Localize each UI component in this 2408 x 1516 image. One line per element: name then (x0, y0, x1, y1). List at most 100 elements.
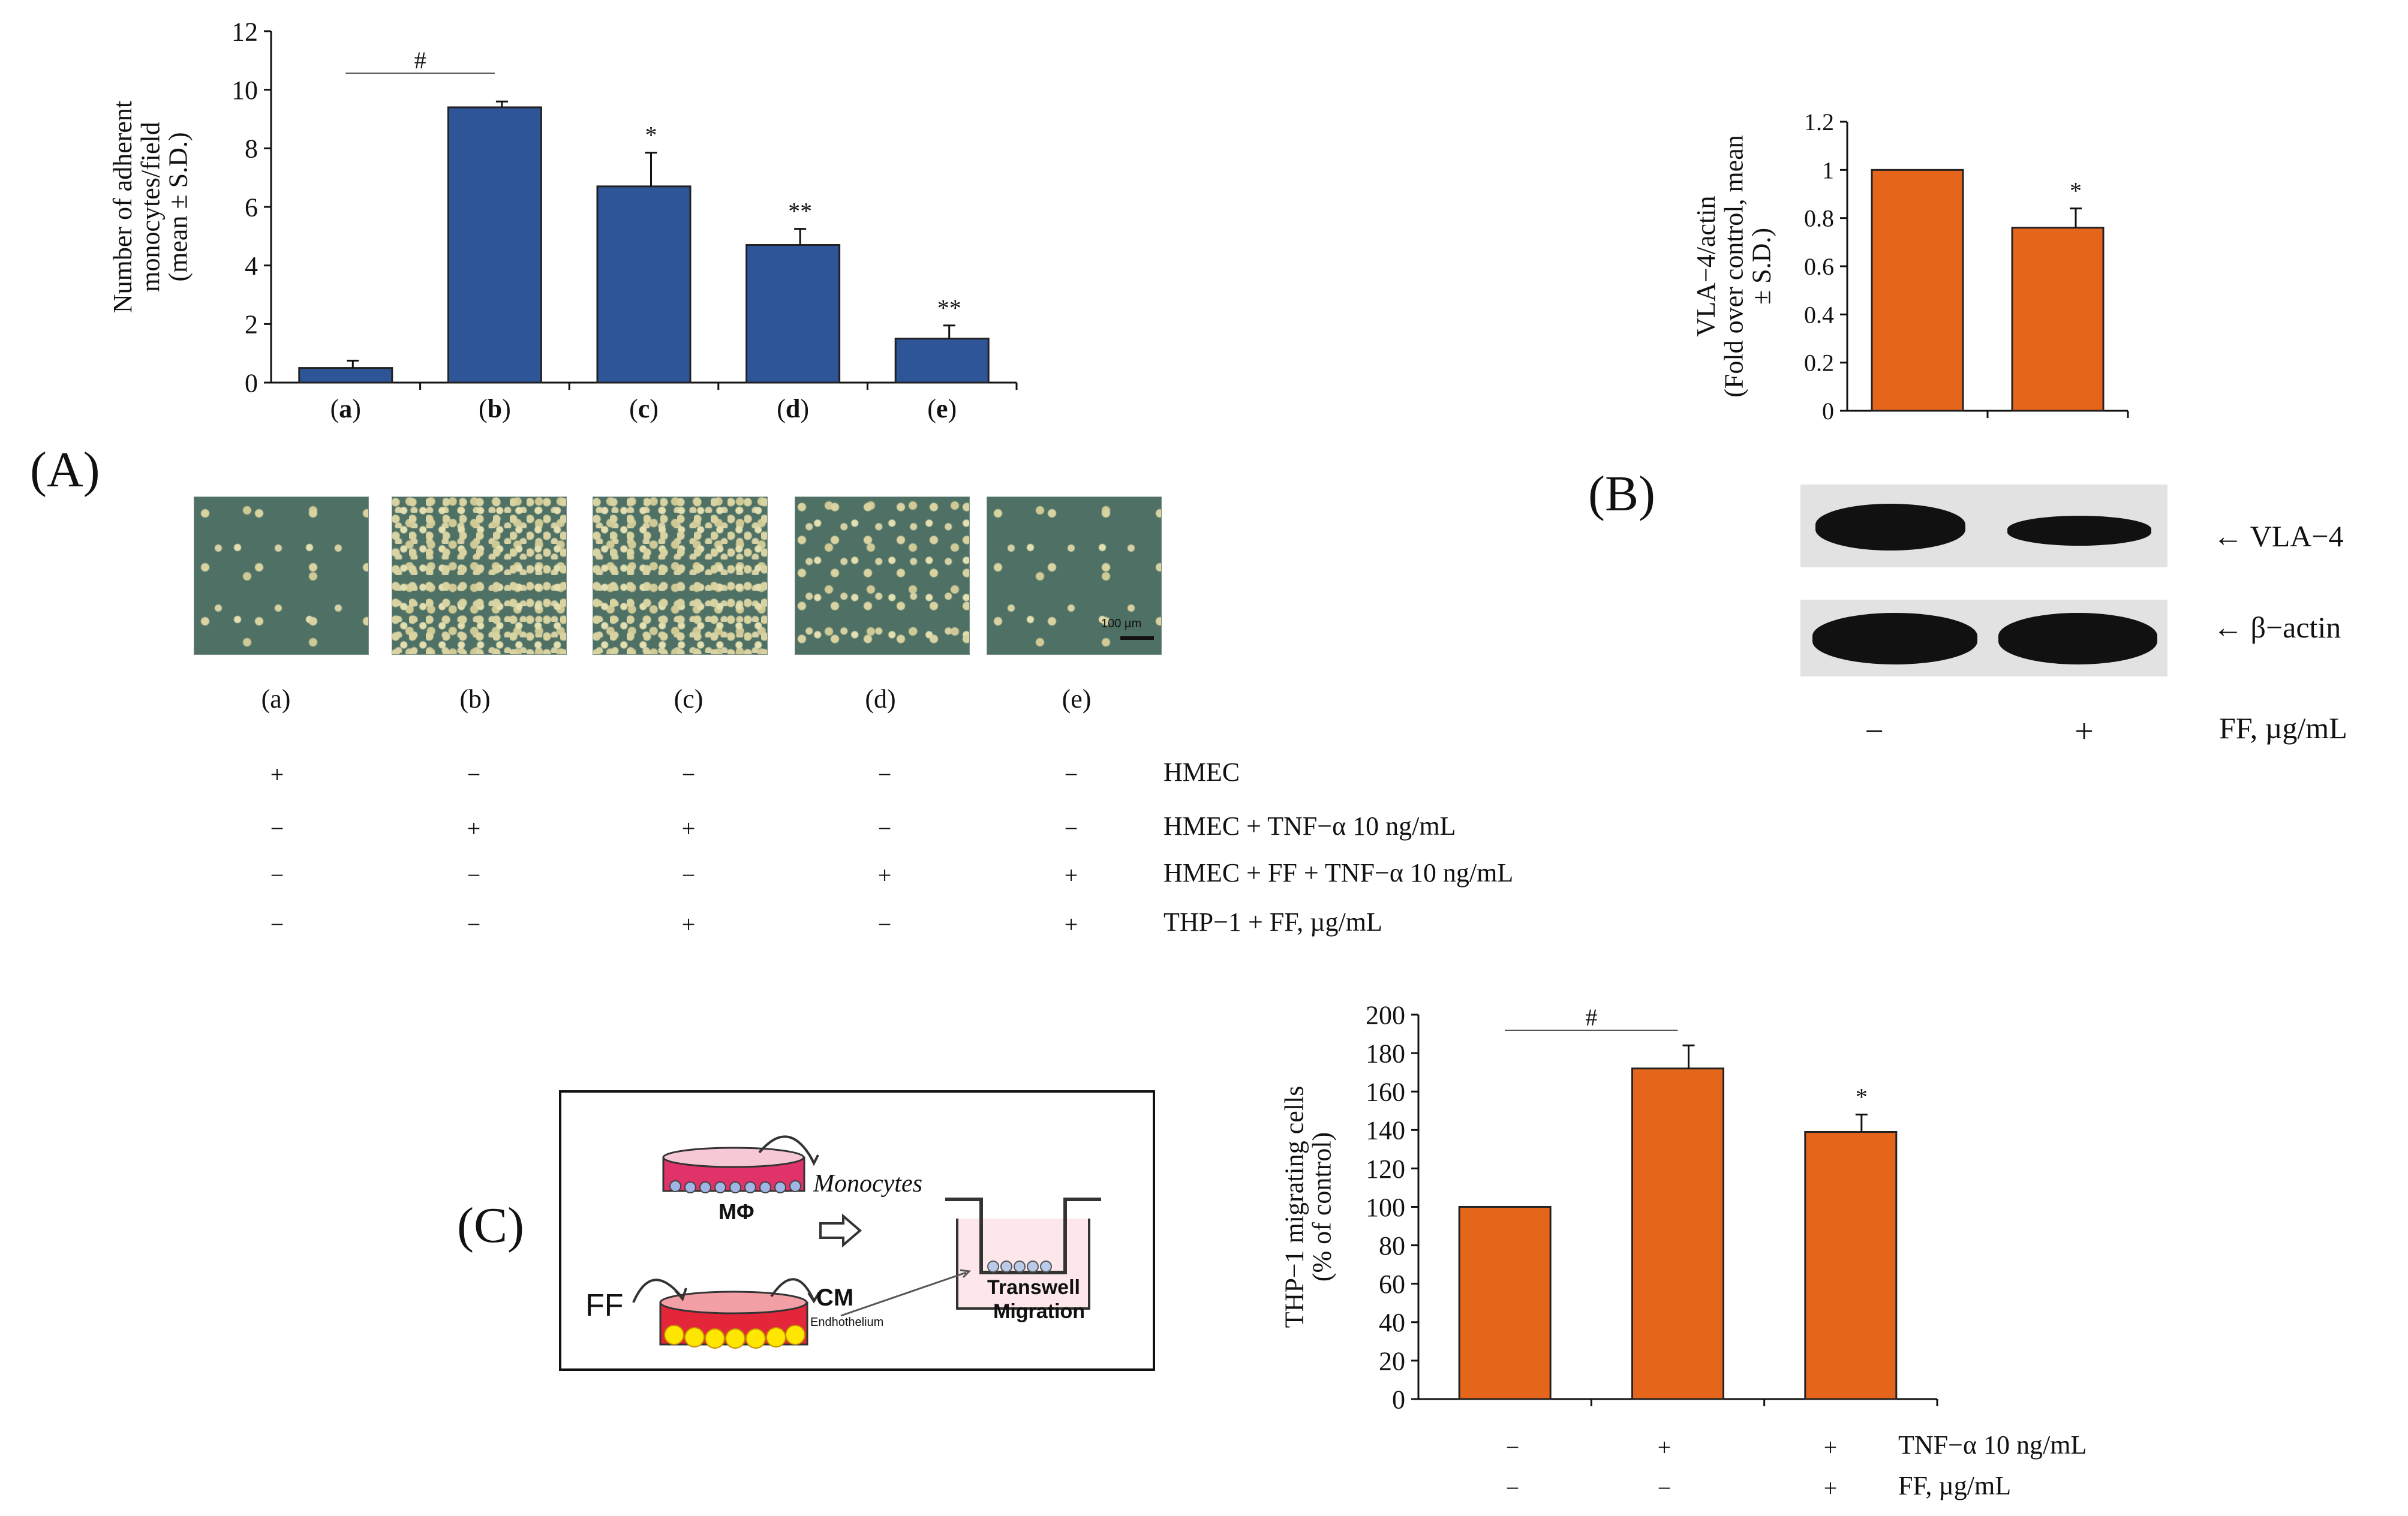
bar (1458, 1206, 1552, 1400)
scheme-transwell: Transwell (987, 1276, 1080, 1299)
significance-mark: * (645, 122, 657, 149)
scheme-macrophage: MΦ (719, 1199, 754, 1224)
scale-bar (1120, 636, 1154, 640)
y-tick-label: 4 (245, 251, 258, 281)
band-vla4-ff (2007, 516, 2151, 546)
panel-label-c: (C) (457, 1198, 524, 1253)
y-tick-label: 0.4 (1804, 301, 1834, 328)
y-axis-label: monocytes/field (136, 122, 165, 292)
chart-a-svg: 0 2 4 6 8 10 12 (a) (b) * (c) ** (d) ** (e) # Number of … (108, 17, 1018, 423)
scale-bar-label: 100 µm (1101, 617, 1142, 630)
y-axis-label-group: VLA−4/actin(Fold over control, mean± S.D… (1691, 135, 1776, 397)
condition-c-label: FF, µg/mL (1898, 1471, 2012, 1500)
bar (298, 367, 393, 384)
condition-a-label: HMEC (1164, 757, 1240, 787)
band-actin-control (1812, 613, 1977, 664)
bar (745, 243, 841, 384)
y-tick-label: 0 (245, 368, 258, 398)
y-tick-label: 0.8 (1804, 205, 1834, 232)
y-tick-label: 1 (1822, 157, 1834, 184)
condition-c-sign: − (1505, 1475, 1520, 1502)
condition-a-sign: + (1064, 862, 1078, 889)
treatment-label-b: FF, µg/mL (2219, 711, 2347, 745)
panel-label-a: (A) (30, 442, 100, 498)
y-axis-label: ± S.D.) (1747, 228, 1776, 305)
micrograph-b (392, 497, 567, 655)
micrograph-label: (a) (261, 684, 291, 714)
x-tick-label: (a) (330, 394, 361, 423)
significance-mark: * (2070, 178, 2082, 204)
micrograph-label: (c) (674, 684, 704, 714)
y-tick-label: 1.2 (1804, 109, 1834, 136)
blot-actin (1800, 600, 2167, 676)
condition-a-sign: − (467, 911, 481, 938)
condition-a-sign: + (681, 815, 696, 842)
bar (596, 185, 692, 384)
micrograph-label: (b) (459, 684, 491, 714)
condition-c-sign: + (1823, 1434, 1838, 1461)
y-axis-label-group: THP−1 migrating cells(% of control) (1279, 1086, 1336, 1328)
x-tick-label: (e) (927, 394, 957, 423)
condition-a-sign: − (877, 911, 892, 938)
significance-mark: ** (788, 198, 812, 225)
condition-a-sign: − (270, 862, 284, 889)
significance-mark: ** (937, 294, 961, 321)
band-label-actin: ← β−actin (2213, 610, 2341, 644)
scheme-endothelium: Endhothelium (810, 1316, 884, 1329)
micrograph-e: 100 µm (987, 497, 1162, 655)
bar (447, 106, 542, 384)
y-tick-label: 12 (232, 17, 258, 46)
micrograph-c (593, 497, 768, 655)
bar (894, 338, 990, 384)
condition-a-sign: − (877, 761, 892, 788)
condition-a-sign: + (877, 862, 892, 889)
y-axis-label: THP−1 migrating cells (1279, 1086, 1309, 1328)
x-tick-label: (c) (629, 394, 659, 423)
condition-a-sign: − (1064, 761, 1078, 788)
y-tick-label: 0.2 (1804, 350, 1834, 377)
y-tick-label: 100 (1366, 1193, 1405, 1222)
y-tick-label: 0 (1822, 398, 1834, 425)
bar (1804, 1131, 1898, 1400)
condition-c-sign: + (1823, 1475, 1838, 1502)
micrograph-label: (e) (1062, 684, 1092, 714)
y-tick-label: 2 (245, 310, 258, 339)
y-tick-label: 60 (1379, 1270, 1405, 1299)
micrograph-label: (d) (865, 684, 896, 714)
y-axis-label: (mean ± S.D.) (164, 133, 193, 282)
condition-a-sign: − (681, 862, 696, 889)
condition-a-sign: + (1064, 911, 1078, 938)
significance-bracket-label: # (414, 47, 426, 74)
y-tick-label: 180 (1366, 1039, 1405, 1069)
chart-c-svg: 0 20 40 60 80 100 120 140 160 180 200 * # THP−1 migra… (1279, 1000, 1938, 1414)
micrograph-d (795, 497, 970, 655)
scheme-cm: CM (816, 1285, 854, 1311)
significance-bracket-label: # (1585, 1004, 1597, 1031)
y-tick-label: 20 (1379, 1346, 1405, 1376)
significance-mark: * (1856, 1084, 1868, 1111)
condition-a-sign: + (467, 815, 481, 842)
condition-a-sign: − (1064, 815, 1078, 842)
condition-c-sign: − (1657, 1475, 1672, 1502)
lane-sign: − (1865, 713, 1884, 750)
panel-label-b: (B) (1588, 466, 1655, 522)
y-tick-label: 0 (1392, 1385, 1405, 1414)
condition-c-sign: − (1505, 1434, 1520, 1461)
y-tick-label: 0.6 (1804, 253, 1834, 280)
y-tick-label: 40 (1379, 1308, 1405, 1337)
migration-scheme: Monocytes MΦ FF CM Endhothelium Transwel… (559, 1090, 1155, 1371)
band-actin-ff (1998, 613, 2157, 664)
scheme-monocytes: Monocytes (813, 1170, 922, 1198)
y-tick-label: 200 (1366, 1000, 1405, 1030)
condition-a-sign: − (877, 815, 892, 842)
bar (1871, 169, 1964, 412)
y-tick-label: 140 (1366, 1116, 1405, 1145)
condition-a-sign: + (681, 911, 696, 938)
condition-a-sign: − (270, 815, 284, 842)
condition-a-label: HMEC + FF + TNF−α 10 ng/mL (1164, 858, 1514, 888)
band-label-vla4: ← VLA−4 (2213, 519, 2344, 553)
blot-vla4 (1800, 485, 2167, 567)
condition-a-sign: − (681, 761, 696, 788)
y-tick-label: 160 (1366, 1078, 1405, 1107)
